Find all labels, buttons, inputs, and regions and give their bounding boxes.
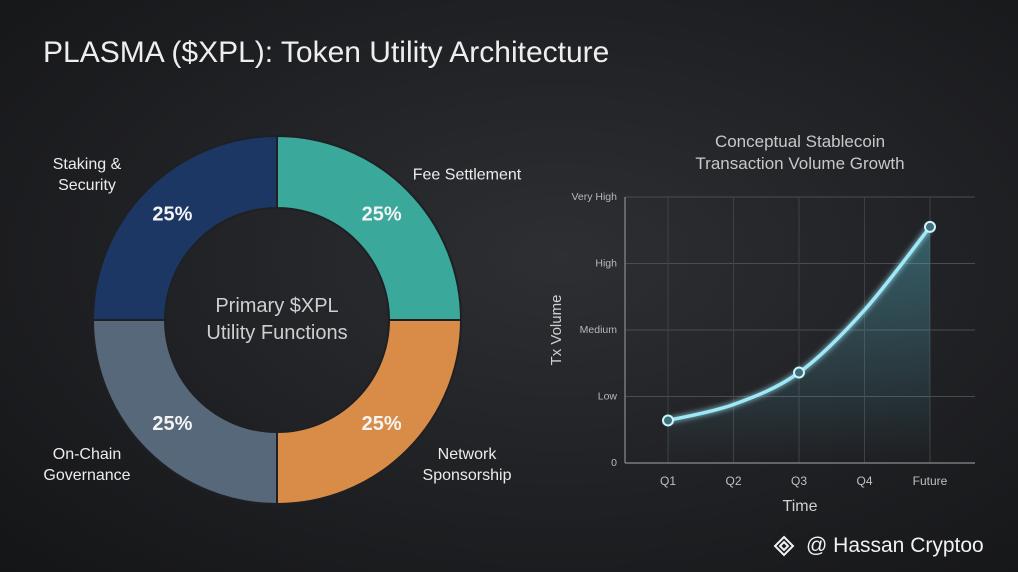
slice-category-label: Network Sponsorship [422, 446, 512, 484]
slice-category-label: Fee Settlement [412, 166, 522, 184]
x-tick-label: Q2 [725, 474, 741, 488]
watermark: @ Hassan Cryptoo [806, 534, 984, 557]
y-tick-label: Low [598, 390, 618, 402]
x-tick-label: Q1 [660, 474, 676, 488]
y-tick-label: Medium [580, 324, 618, 336]
slice-value-label: 25% [152, 204, 192, 226]
page-title: PLASMA ($XPL): Token Utility Architectur… [43, 36, 610, 69]
slice-category-label: Staking & Security [52, 156, 122, 194]
y-axis-title: Tx Volume [548, 295, 565, 366]
donut-slice [91, 319, 278, 506]
slice-category-label: On-Chain Governance [43, 446, 131, 484]
donut-slice [276, 134, 463, 321]
x-tick-label: Q3 [791, 474, 807, 488]
point-marker [793, 366, 805, 379]
slice-value-label: 25% [362, 204, 402, 226]
watermark-icon [773, 535, 795, 557]
area [668, 226, 930, 463]
slice-value-label: 25% [362, 413, 402, 435]
x-tick-label: Future [913, 474, 948, 488]
donut-center-label: Primary $XPL Utility Functions [206, 295, 348, 344]
x-tick-label: Q4 [856, 474, 872, 488]
line-chart: 0 Low Medium High Very High Q1 Q2 Q3 Q4 Future Tim… [548, 191, 975, 515]
line-chart-title: Conceptual Stablecoin Transaction Volume… [695, 132, 905, 173]
y-tick-label: Very High [571, 191, 617, 203]
donut-slice [91, 134, 278, 321]
slice-value-label: 25% [152, 413, 192, 435]
x-axis-title: Time [783, 498, 818, 515]
point-marker [662, 414, 674, 427]
donut-slice [276, 319, 463, 506]
point-marker [924, 220, 936, 233]
y-tick-label: 0 [611, 457, 617, 469]
y-tick-label: High [595, 257, 617, 269]
